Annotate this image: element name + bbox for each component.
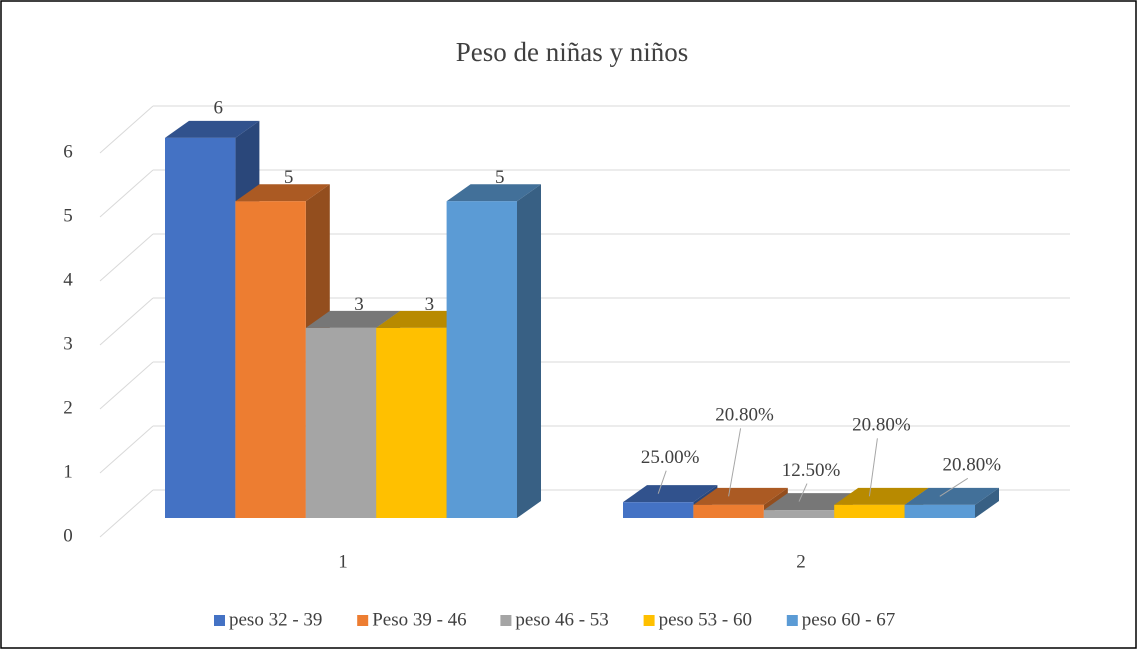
grid-line-side: [99, 169, 154, 218]
legend-label: peso 46 - 53: [515, 609, 608, 630]
bar-top: [305, 310, 401, 328]
grid-line-side: [99, 425, 154, 474]
data-label: 5: [495, 167, 505, 188]
bar: [904, 504, 975, 518]
bar-top: [693, 487, 788, 505]
y-tick-label: 1: [63, 461, 73, 482]
bar-top: [904, 487, 999, 505]
grid-line-side: [99, 233, 154, 282]
leader-line: [798, 483, 808, 502]
legend-label: peso 60 - 67: [802, 609, 895, 630]
y-tick-label: 3: [63, 333, 73, 354]
leader-line: [657, 470, 667, 494]
legend-swatch: [357, 615, 369, 626]
legend-swatch: [500, 615, 512, 626]
bar: [376, 327, 447, 518]
legend-swatch: [643, 615, 655, 626]
grid-line-side: [99, 361, 154, 410]
legend-label: peso 32 - 39: [229, 609, 322, 630]
legend-label: Peso 39 - 46: [372, 609, 466, 630]
y-tick-label: 4: [63, 269, 73, 290]
data-label: 3: [425, 294, 435, 315]
y-tick-label: 5: [63, 205, 73, 226]
bar: [623, 502, 694, 518]
grid-line-side: [99, 489, 154, 538]
grid-line-side: [99, 105, 154, 154]
bar: [446, 201, 517, 518]
chart-title: Peso de niñas y niños: [456, 37, 689, 67]
y-tick-label: 6: [63, 141, 73, 162]
bar: [693, 504, 764, 518]
leader-line: [728, 428, 742, 497]
bar-side: [517, 184, 541, 518]
bar: [763, 510, 835, 518]
bar-top: [834, 487, 929, 505]
leader-line: [939, 477, 969, 497]
legend-label: peso 53 - 60: [659, 609, 752, 630]
data-label: 6: [213, 98, 223, 119]
x-tick-label: 2: [796, 551, 806, 572]
x-tick-label: 1: [338, 551, 348, 572]
bar-top: [446, 184, 541, 202]
data-label: 20.80%: [852, 415, 911, 436]
grid-line-side: [99, 297, 154, 346]
bar-side: [975, 487, 999, 518]
bar-top: [235, 184, 330, 202]
bar: [165, 137, 236, 518]
data-label: 5: [284, 167, 294, 188]
bar-top: [623, 485, 718, 503]
legend-swatch: [786, 615, 798, 626]
data-label: 25.00%: [641, 447, 700, 468]
y-tick-label: 2: [63, 397, 73, 418]
data-label: 12.50%: [782, 460, 841, 481]
data-label: 20.80%: [715, 405, 774, 426]
legend-swatch: [214, 615, 225, 626]
bar: [235, 201, 306, 518]
bar: [305, 327, 377, 518]
data-label: 20.80%: [943, 455, 1002, 476]
bar: [834, 504, 905, 518]
y-tick-label: 0: [63, 525, 73, 546]
leader-line: [868, 438, 878, 497]
data-label: 3: [354, 294, 364, 315]
bar-top: [165, 120, 260, 138]
